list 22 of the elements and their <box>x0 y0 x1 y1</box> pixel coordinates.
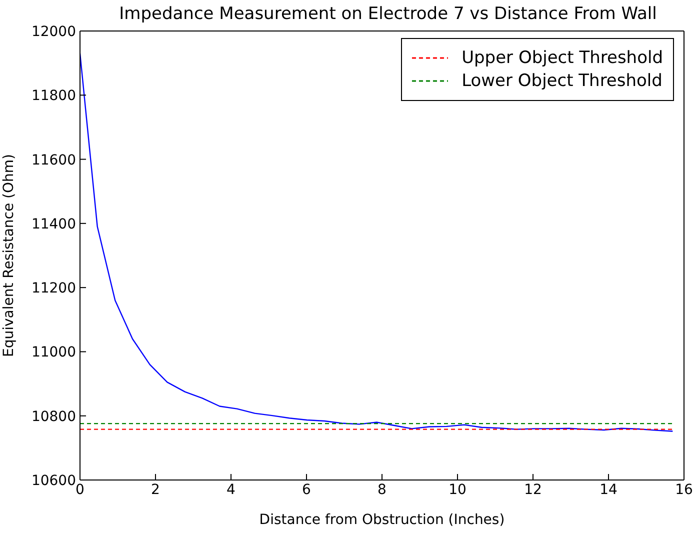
y-tick-label: 11600 <box>31 152 76 168</box>
x-tick-label: 12 <box>524 482 542 498</box>
y-tick-label: 11400 <box>31 216 76 232</box>
y-tick-label: 10800 <box>31 408 76 425</box>
chart-title: Impedance Measurement on Electrode 7 vs Distance From Wall <box>118 4 658 24</box>
legend-label: Upper Object Threshold <box>462 48 663 68</box>
y-axis-title: Equivalent Resistance (Ohm) <box>0 154 17 358</box>
y-tick-label: 11000 <box>31 344 76 361</box>
x-tick-label: 14 <box>600 482 618 498</box>
x-tick-label: 16 <box>675 482 693 498</box>
y-tick-label: 12000 <box>31 24 76 40</box>
x-tick-label: 10 <box>448 482 466 498</box>
x-axis-title: Distance from Obstruction (Inches) <box>259 512 505 528</box>
y-tick-label: 11800 <box>31 88 76 104</box>
x-tick-label: 4 <box>226 482 236 498</box>
x-tick-label: 8 <box>378 482 386 498</box>
x-tick-label: 6 <box>302 482 312 498</box>
x-tick-label: 2 <box>151 482 160 498</box>
legend-label: Lower Object Threshold <box>462 71 662 91</box>
y-tick-label: 11200 <box>31 280 76 297</box>
x-tick-label: 0 <box>76 482 84 498</box>
y-tick-label: 10600 <box>31 472 76 489</box>
